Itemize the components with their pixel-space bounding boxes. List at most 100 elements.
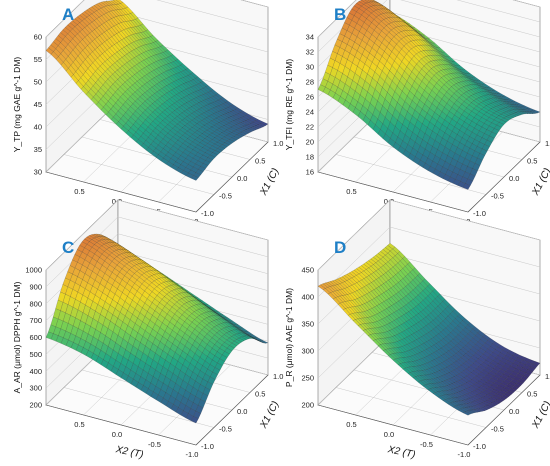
x1-axis-line [467,374,541,446]
x1-tick-label: 0.5 [255,157,265,166]
x2-tick-label: 0.5 [74,187,84,196]
x2-axis-line [317,171,469,213]
x1-tick-label: 0.5 [527,390,537,399]
panel-letter: A [62,5,74,24]
x1-tick-label: -1.0 [201,209,214,218]
x2-axis-label: X2 (T) [114,444,144,461]
z-axis-label: P_R (μmol) AAE g^-1 DM) [284,288,294,387]
x1-tick-label: 1.0 [273,372,283,381]
z-tick-label: 800 [29,299,42,308]
z-tick-label: 45 [34,100,42,109]
x2-axis-line [45,171,197,213]
x1-tick-label: 0.0 [237,174,247,183]
x1-tick-label: -1.0 [473,209,486,218]
z-gridline [317,199,541,271]
z-axis-label: A_AR (μmol) DPPH g^-1 DM) [12,281,22,393]
x1-tick-label: 1.0 [545,139,550,148]
x1-axis-line [467,141,541,213]
z-tick-label: 400 [301,293,314,302]
x1-tick-label: 1.0 [273,139,283,148]
x1-axis-line [195,141,269,213]
z-tick-label: 40 [34,123,42,132]
x2-axis-line [45,404,197,446]
z-tick-label: 200 [301,401,314,410]
z-tick-label: 35 [34,145,42,154]
z-tick-label: 28 [306,78,314,87]
surface-facet [190,416,199,424]
z-tick-label: 32 [306,48,314,57]
panel-letter: C [62,238,74,257]
surface-panel-b: 161820222426283032340.50.0-0.5-1.0-1.0-0… [284,0,550,228]
x1-tick-label: -0.5 [219,192,232,201]
x1-tick-label: -1.0 [473,442,486,451]
x1-tick-label: -0.5 [491,192,504,201]
surface-facet [462,183,471,190]
z-tick-label: 60 [34,33,42,42]
x2-axis-line [317,404,469,446]
z-gridline [317,0,541,38]
panel-letter: D [334,238,346,257]
z-tick-label: 22 [306,123,314,132]
z-tick-label: 450 [301,266,314,275]
z-tick-label: 300 [301,347,314,356]
z-tick-label: 1000 [25,266,42,275]
x2-tick-label: 0.5 [346,187,356,196]
x2-tick-label: -1.0 [186,450,199,459]
x1-axis-label: X1 (C) [258,399,282,431]
z-tick-label: 300 [29,384,42,393]
z-tick-label: 24 [306,108,314,117]
z-axis-label: Y_TFI (mg RE g^-1 DM) [284,59,294,151]
x2-tick-label: 0.0 [384,430,394,439]
z-tick-label: 30 [306,63,314,72]
z-tick-label: 30 [34,168,42,177]
z-tick-label: 700 [29,316,42,325]
surface-panel-a: 303540455055600.50.0-0.5-1.0-1.0-0.50.00… [12,0,283,228]
z-gridline [45,216,269,288]
z-tick-label: 26 [306,93,314,102]
x2-tick-label: 0.5 [74,420,84,429]
z-gridline [317,226,541,298]
x1-axis-label: X1 (C) [258,166,282,198]
x1-tick-label: 0.0 [509,407,519,416]
panel-letter: B [334,5,346,24]
z-tick-label: 500 [29,350,42,359]
x1-tick-label: -0.5 [491,425,504,434]
x1-tick-label: 0.0 [509,174,519,183]
x1-axis-label: X1 (C) [530,399,550,431]
z-gridline [45,0,269,38]
x2-tick-label: -0.5 [148,440,161,449]
z-gridline [45,199,269,271]
surface-facet [190,175,199,181]
surface-panel-c: 200 300 400 500 600 700 800 900 1000 0.5 0.0 -0.5 -1… [12,199,283,461]
x1-tick-label: 0.5 [255,390,265,399]
surface-mesh [317,0,541,190]
x2-axis-label: X2 (T) [386,444,416,461]
x1-tick-label: 1.0 [545,372,550,381]
z-tick-label: 250 [301,374,314,383]
z-tick-label: 200 [29,401,42,410]
z-tick-label: 50 [34,78,42,87]
x1-tick-label: -1.0 [201,442,214,451]
z-tick-label: 34 [306,33,314,42]
z-tick-label: 600 [29,333,42,342]
z-tick-label: 400 [29,367,42,376]
z-tick-label: 18 [306,153,314,162]
x1-tick-label: 0.5 [527,157,537,166]
surface-mesh [45,233,269,424]
x1-axis-line [195,374,269,446]
z-tick-label: 900 [29,282,42,291]
z-tick-label: 55 [34,55,42,64]
x2-tick-label: 0.5 [346,420,356,429]
x1-axis-label: X1 (C) [530,166,550,198]
surface-mesh [45,0,269,181]
surface-facet [462,411,471,416]
x1-tick-label: 0.0 [237,407,247,416]
surface-panel-d: 2002503003504004500.50.0-0.5-1.0-1.0-0.5… [284,199,550,461]
x2-tick-label: 0.0 [112,430,122,439]
x2-tick-label: -1.0 [458,450,471,459]
z-tick-label: 16 [306,168,314,177]
z-axis-label: Y_TP (mg GAE g^-1 DM) [12,57,22,153]
x1-tick-label: -0.5 [219,425,232,434]
z-tick-label: 350 [301,320,314,329]
